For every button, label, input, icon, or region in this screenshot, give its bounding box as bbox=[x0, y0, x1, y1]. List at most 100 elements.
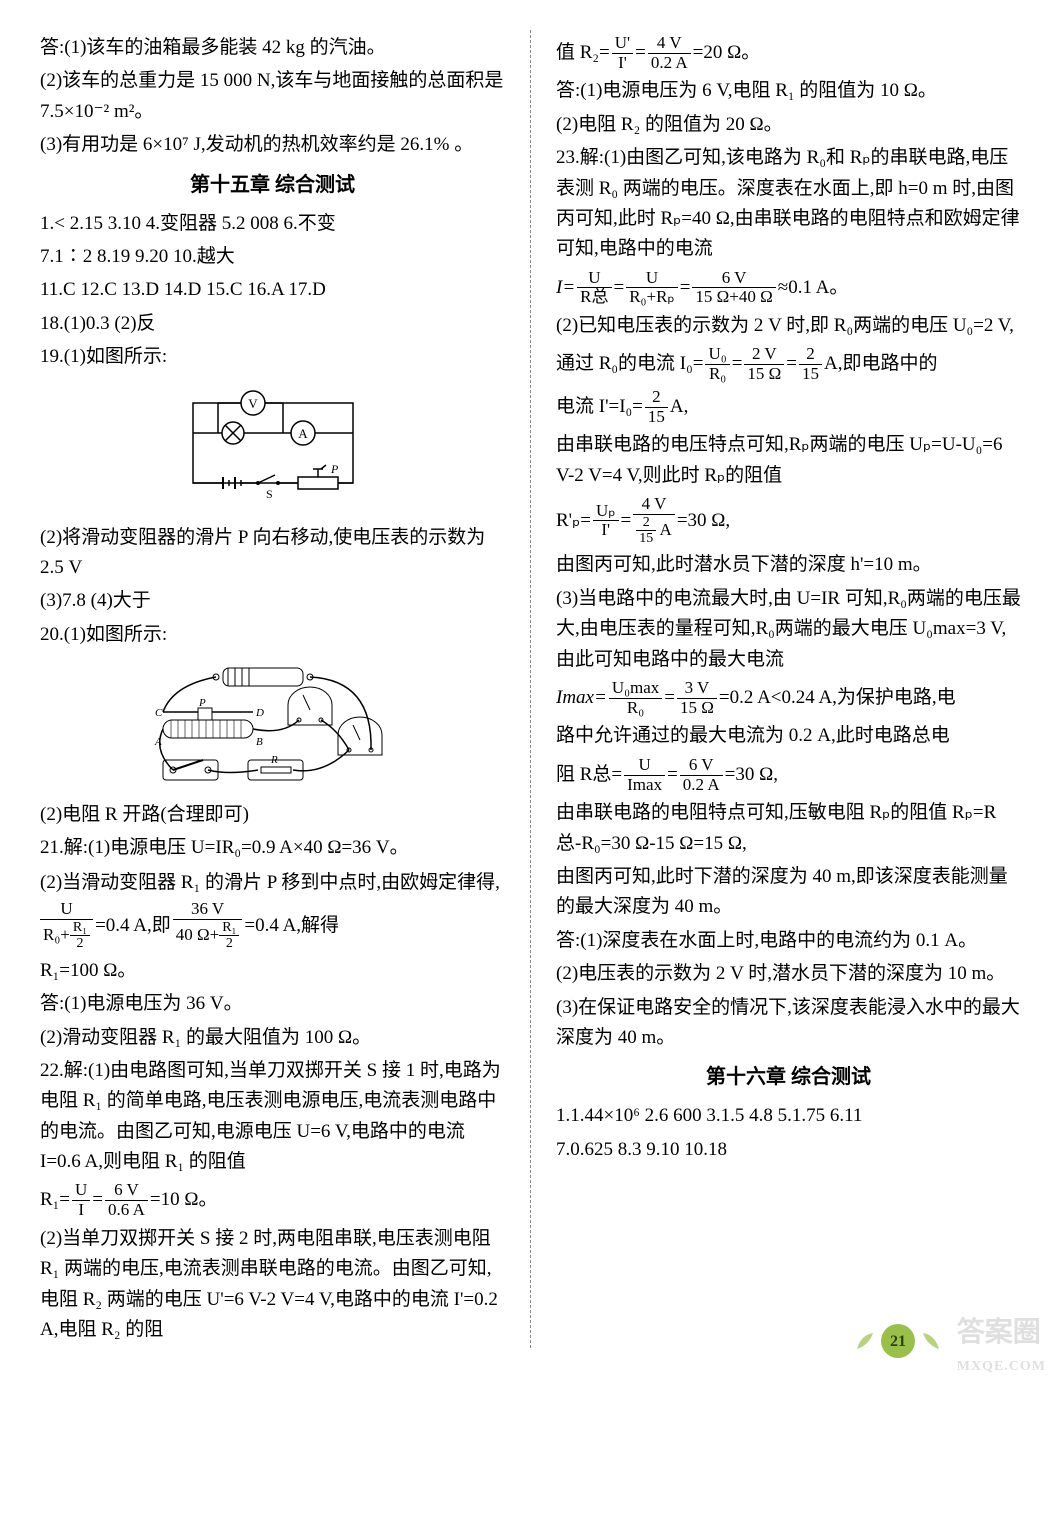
text: (2)该车的总重力是 15 000 N,该车与地面接触的总面积是 7.5×10⁻… bbox=[40, 66, 505, 127]
answer-row: 18.(1)0.3 (2)反 bbox=[40, 309, 505, 339]
answer-row: 11.C 12.C 13.D 14.D 15.C 16.A 17.D bbox=[40, 275, 505, 305]
text: = bbox=[92, 1185, 103, 1215]
answer-row: 7.1∶2 8.19 9.20 10.越大 bbox=[40, 242, 505, 272]
text: 由图丙可知,此时下潜的深度为 40 m,即该深度表能测量的最大深度为 40 m。 bbox=[556, 862, 1021, 923]
den: 0.2 A bbox=[648, 54, 691, 73]
text: =10 Ω。 bbox=[150, 1185, 218, 1215]
text: (2)将滑动变阻器的滑片 P 向右移动,使电压表的示数为 2.5 V bbox=[40, 523, 505, 584]
text: =0.2 A<0.24 A,为保护电路,电 bbox=[719, 683, 956, 713]
text: (3)7.8 (4)大于 bbox=[40, 586, 505, 616]
text: A,即电路中的 bbox=[824, 349, 937, 379]
watermark-url: MXQE.COM bbox=[957, 1356, 1046, 1378]
num: 6 V bbox=[692, 269, 775, 289]
equation-rtotal: 阻 R总= UImax = 6 V0.2 A =30 Ω, bbox=[556, 756, 1021, 794]
text: (2)电阻 R 开路(合理即可) bbox=[40, 800, 505, 830]
den: 15 Ω+40 Ω bbox=[692, 288, 775, 307]
svg-text:B: B bbox=[256, 736, 263, 748]
text: (2)滑动变阻器 R₁ 的最大阻值为 100 Ω。 bbox=[40, 1023, 505, 1053]
num: U bbox=[577, 269, 611, 289]
den: 15 bbox=[636, 531, 656, 546]
text: ≈0.1 A。 bbox=[778, 273, 849, 303]
text: 阻 R总= bbox=[556, 760, 622, 790]
text: A, bbox=[670, 392, 688, 422]
den: 2 bbox=[70, 936, 90, 951]
den-part: 40 Ω+ bbox=[176, 925, 219, 944]
den-part: R₀+ bbox=[43, 925, 70, 944]
text: 值 R₂= bbox=[556, 38, 610, 68]
den: R₀ bbox=[609, 699, 662, 718]
text: 电流 I'=I₀= bbox=[556, 392, 643, 422]
num: U bbox=[626, 269, 677, 289]
text: 由图丙可知,此时潜水员下潜的深度 h'=10 m。 bbox=[556, 550, 1021, 580]
text: R₁=100 Ω。 bbox=[40, 956, 505, 986]
svg-text:C: C bbox=[155, 707, 163, 719]
text: =0.4 A,解得 bbox=[244, 911, 339, 941]
text: = bbox=[635, 38, 646, 68]
den: R₀+Rₚ bbox=[626, 288, 677, 307]
svg-text:R: R bbox=[270, 754, 278, 766]
num: U' bbox=[612, 34, 633, 54]
svg-text:A: A bbox=[298, 426, 308, 441]
text: 21.解:(1)电源电压 U=IR₀=0.9 A×40 Ω=36 V。 bbox=[40, 833, 505, 863]
den: 15 Ω bbox=[677, 699, 717, 718]
num: 4 V bbox=[648, 34, 691, 54]
right-column: 值 R₂= U'I' = 4 V0.2 A =20 Ω。 答:(1)电源电压为 … bbox=[556, 30, 1021, 1348]
num: Uₚ bbox=[593, 502, 619, 522]
num: U bbox=[72, 1181, 90, 1201]
num: 6 V bbox=[680, 756, 723, 776]
text: 路中允许通过的最大电流为 0.2 A,此时电路总电 bbox=[556, 721, 1021, 751]
den: 0.6 A bbox=[105, 1201, 148, 1220]
text: 答:(1)电源电压为 36 V。 bbox=[40, 989, 505, 1019]
equation-22-1: R₁= UI = 6 V0.6 A =10 Ω。 bbox=[40, 1181, 505, 1219]
den: Imax bbox=[624, 776, 665, 795]
text: R₁= bbox=[40, 1185, 70, 1215]
equation-21-2: (2)当滑动变阻器 R₁ 的滑片 P 移到中点时,由欧姆定律得, U R₀+R₁… bbox=[40, 868, 505, 952]
text: I= bbox=[556, 273, 575, 303]
text: =30 Ω, bbox=[677, 506, 730, 536]
den: R总 bbox=[577, 288, 611, 307]
equation-23-1: I= UR总 = UR₀+Rₚ = 6 V15 Ω+40 Ω ≈0.1 A。 bbox=[556, 269, 1021, 307]
column-divider bbox=[530, 30, 531, 1348]
svg-text:P: P bbox=[330, 462, 339, 476]
text: (3)在保证电路安全的情况下,该深度表能浸入水中的最大深度为 40 m。 bbox=[556, 993, 1021, 1054]
den: I bbox=[72, 1201, 90, 1220]
text: 22.解:(1)由电路图可知,当单刀双掷开关 S 接 1 时,电路为电阻 R₁ … bbox=[40, 1056, 505, 1178]
num: R₁ bbox=[219, 920, 239, 936]
svg-text:S: S bbox=[266, 487, 273, 501]
text: 由串联电路的电阻特点可知,压敏电阻 Rₚ的阻值 Rₚ=R总-R₀=30 Ω-15… bbox=[556, 798, 1021, 859]
den: I' bbox=[593, 521, 619, 540]
text: (2)电阻 R₂ 的阻值为 20 Ω。 bbox=[556, 110, 1021, 140]
page-number: 21 bbox=[855, 1324, 941, 1358]
svg-text:V: V bbox=[248, 396, 258, 411]
text: (2)当滑动变阻器 R₁ 的滑片 P 移到中点时,由欧姆定律得, bbox=[40, 868, 500, 898]
equation-23-2b: 通过 R₀的电流 I₀= U₀R₀ = 2 V15 Ω = 215 A,即电路中… bbox=[556, 345, 1021, 383]
text: (2)电压表的示数为 2 V 时,潜水员下潜的深度为 10 m。 bbox=[556, 959, 1021, 989]
den: 15 bbox=[645, 408, 668, 427]
num: 4 V bbox=[633, 495, 675, 515]
text: R'ₚ= bbox=[556, 506, 591, 536]
num: 2 bbox=[636, 515, 656, 531]
equation-r2-cont: 值 R₂= U'I' = 4 V0.2 A =20 Ω。 bbox=[556, 34, 1021, 72]
num: 2 V bbox=[744, 345, 784, 365]
numerator: U bbox=[40, 900, 93, 920]
svg-text:D: D bbox=[255, 707, 264, 719]
equation-rp: R'ₚ= UₚI' = 4 V 215 A =30 Ω, bbox=[556, 495, 1021, 546]
text: 答:(1)电源电压为 6 V,电阻 R₁ 的阻值为 10 Ω。 bbox=[556, 76, 1021, 106]
text: 答:(1)深度表在水面上时,电路中的电流约为 0.1 A。 bbox=[556, 926, 1021, 956]
text: =30 Ω, bbox=[725, 760, 778, 790]
num: R₁ bbox=[70, 920, 90, 936]
answer-row: 1.< 2.15 3.10 4.变阻器 5.2 008 6.不变 bbox=[40, 209, 505, 239]
answer-row: 1.1.44×10⁶ 2.6 600 3.1.5 4.8 5.1.75 6.11 bbox=[556, 1101, 1021, 1131]
left-column: 答:(1)该车的油箱最多能装 42 kg 的汽油。 (2)该车的总重力是 15 … bbox=[40, 30, 505, 1348]
num: 6 V bbox=[105, 1181, 148, 1201]
text: 通过 R₀的电流 I₀= bbox=[556, 349, 703, 379]
den: I' bbox=[612, 54, 633, 73]
num: U₀ bbox=[705, 345, 729, 365]
den: 2 bbox=[219, 936, 239, 951]
text: =20 Ω。 bbox=[693, 38, 761, 68]
num: 2 bbox=[645, 388, 668, 408]
text: (2)当单刀双掷开关 S 接 2 时,两电阻串联,电压表测电阻 R₁ 两端的电压… bbox=[40, 1224, 505, 1346]
circuit-figure-20: P C D A B R bbox=[40, 660, 505, 790]
text: (3)当电路中的电流最大时,由 U=IR 可知,R₀两端的电压最大,由电压表的量… bbox=[556, 584, 1021, 675]
num: U bbox=[624, 756, 665, 776]
